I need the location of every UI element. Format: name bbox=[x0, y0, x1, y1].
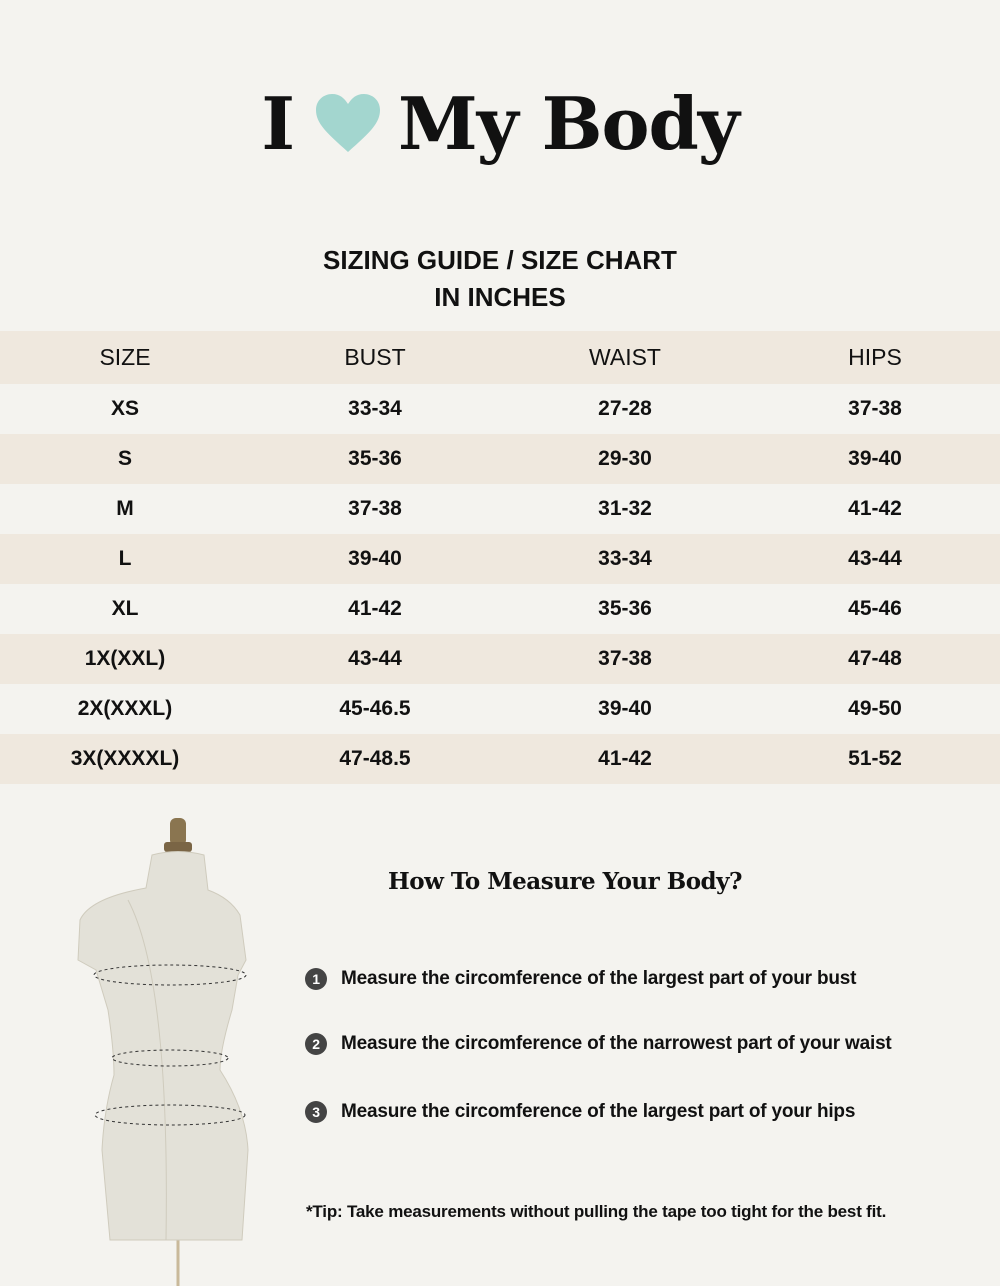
cell-hips: 47-48 bbox=[848, 647, 902, 670]
table-row: XS 33-34 27-28 37-38 bbox=[0, 384, 1000, 434]
table-row: 1X(XXL) 43-44 37-38 47-48 bbox=[0, 634, 1000, 684]
cell-waist: 31-32 bbox=[598, 497, 652, 520]
cell-size: 1X(XXL) bbox=[84, 647, 166, 670]
mannequin-image bbox=[77, 818, 249, 1286]
header-hips: HIPS bbox=[848, 344, 902, 370]
cell-size: L bbox=[118, 547, 132, 570]
step-text: Measure the circomference of the largest… bbox=[341, 968, 857, 989]
page-title: SIZING GUIDE / SIZE CHART IN INCHES bbox=[0, 242, 1000, 316]
brand-my-body: My Body bbox=[398, 81, 740, 166]
howto-heading: How To Measure Your Body? bbox=[388, 868, 742, 895]
step-number-icon: 3 bbox=[305, 1101, 327, 1123]
cell-hips: 37-38 bbox=[848, 397, 902, 420]
cell-bust: 47-48.5 bbox=[339, 747, 411, 770]
heart-icon bbox=[316, 94, 380, 152]
cell-bust: 45-46.5 bbox=[339, 697, 411, 720]
step-1: 1 Measure the circomference of the larges… bbox=[305, 968, 856, 990]
cell-bust: 41-42 bbox=[348, 597, 402, 620]
step-number-icon: 1 bbox=[305, 968, 327, 990]
step-text: Measure the circomference of the largest… bbox=[341, 1101, 856, 1122]
step-number-icon: 2 bbox=[305, 1033, 327, 1055]
tip-text: *Tip: Take measurements without pulling … bbox=[306, 1202, 887, 1221]
size-table: SIZE BUST WAIST HIPS XS 33-34 27-28 37-38 S 3… bbox=[0, 331, 1000, 784]
cell-size: 2X(XXXL) bbox=[77, 697, 173, 720]
table-row: L 39-40 33-34 43-44 bbox=[0, 534, 1000, 584]
cell-size: S bbox=[117, 447, 132, 470]
cell-size: XS bbox=[110, 397, 139, 420]
cell-hips: 41-42 bbox=[848, 497, 902, 520]
table-row: M 37-38 31-32 41-42 bbox=[0, 484, 1000, 534]
cell-size: M bbox=[116, 497, 134, 520]
cell-waist: 27-28 bbox=[598, 397, 652, 420]
table-row: XL 41-42 35-36 45-46 bbox=[0, 584, 1000, 634]
cell-hips: 49-50 bbox=[848, 697, 902, 720]
header-size: SIZE bbox=[99, 344, 151, 370]
brand-i: I bbox=[261, 81, 295, 166]
header-bust: BUST bbox=[344, 344, 406, 370]
table-row: 2X(XXXL) 45-46.5 39-40 49-50 bbox=[0, 684, 1000, 734]
brand-logo: I My Body bbox=[0, 78, 1000, 164]
step-3: 3 Measure the circomference of the larges… bbox=[305, 1101, 855, 1123]
cell-waist: 41-42 bbox=[598, 747, 652, 770]
cell-hips: 51-52 bbox=[848, 747, 902, 770]
cell-size: 3X(XXXXL) bbox=[70, 747, 180, 770]
cell-waist: 33-34 bbox=[598, 547, 652, 570]
cell-bust: 37-38 bbox=[348, 497, 402, 520]
title-line-1: SIZING GUIDE / SIZE CHART bbox=[323, 245, 677, 275]
cell-bust: 43-44 bbox=[348, 647, 402, 670]
cell-bust: 35-36 bbox=[348, 447, 402, 470]
table-row: 3X(XXXXL) 47-48.5 41-42 51-52 bbox=[0, 734, 1000, 784]
cell-hips: 43-44 bbox=[848, 547, 902, 570]
step-2: 2 Measure the circomference of the narrow… bbox=[305, 1033, 892, 1055]
cell-hips: 39-40 bbox=[848, 447, 902, 470]
cell-bust: 33-34 bbox=[348, 397, 402, 420]
table-header-row: SIZE BUST WAIST HIPS bbox=[0, 331, 1000, 384]
header-waist: WAIST bbox=[589, 344, 661, 370]
cell-hips: 45-46 bbox=[848, 597, 902, 620]
title-line-2: IN INCHES bbox=[434, 282, 566, 312]
cell-waist: 35-36 bbox=[598, 597, 652, 620]
cell-waist: 39-40 bbox=[598, 697, 652, 720]
step-text: Measure the circomference of the narrowe… bbox=[341, 1033, 892, 1054]
cell-waist: 29-30 bbox=[598, 447, 652, 470]
table-row: S 35-36 29-30 39-40 bbox=[0, 434, 1000, 484]
cell-waist: 37-38 bbox=[598, 647, 652, 670]
cell-size: XL bbox=[111, 597, 139, 620]
cell-bust: 39-40 bbox=[348, 547, 402, 570]
